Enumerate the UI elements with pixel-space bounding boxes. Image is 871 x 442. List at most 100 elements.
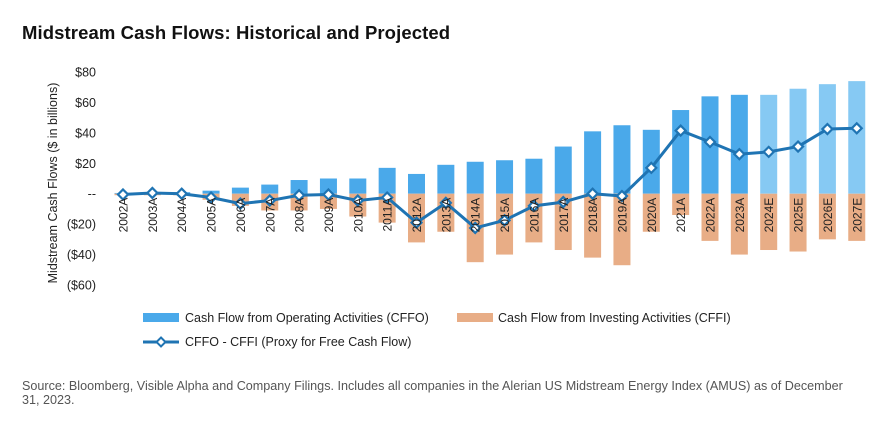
x-tick-label-2004A: 2004A [175,198,189,233]
source-note: Source: Bloomberg, Visible Alpha and Com… [22,379,843,407]
fcf-marker-2013A [439,196,453,210]
x-tick-label-2003A: 2003A [146,198,160,233]
fcf-marker-2007A [263,194,277,208]
bar-cffo-2017A [554,146,572,194]
x-tick-label-2020A: 2020A [645,198,659,233]
fcf-marker-2012A [409,216,424,230]
y-axis-label: Midstream Cash Flows ($ in billions) [46,83,60,284]
bar-cffo-2023A [730,94,748,194]
legend: Cash Flow from Operating Activities (CFF… [143,311,731,349]
bar-cffo-2018A [584,131,602,194]
bar-cffo-2027E [848,81,866,194]
x-tick-label-2019A: 2019A [615,198,629,233]
axis-layer: $80 $60 $40 $20 -- ($20) ($40) ($60) 2002A 2003A 2… [67,66,864,293]
fcf-marker-2008A [292,188,306,202]
bar-cffo-2008A [290,180,308,194]
fcf-marker-2014A [468,221,482,235]
x-tick-label-2015A: 2015A [498,198,512,233]
fcf-marker-2003A [145,186,159,200]
y-tick-label: ($40) [67,248,96,262]
bar-cffo-2026E [818,84,836,194]
fcf-marker-2026E [820,122,834,136]
bar-cffi-2018A [584,193,602,258]
bar-cffo-2012A [408,173,425,194]
x-tick-label-2014A: 2014A [469,198,483,233]
bar-cffo-2009A [319,178,337,194]
fcf-marker-2010A [351,194,365,208]
bar-cffo-2024E [760,94,778,194]
bar-cffi-2021A [672,193,690,216]
bar-cffi-2009A [319,193,337,209]
fcf-marker-2018A [586,187,600,201]
y-tick-label: ($60) [67,279,96,293]
fcf-marker-2002A [116,187,130,202]
fcf-marker-2025E [791,139,805,154]
bar-cffi-2023A [730,193,748,255]
x-tick-label-2006A: 2006A [234,198,248,233]
fcf-marker-2011A [380,190,394,205]
x-tick-label-2012A: 2012A [410,198,424,233]
y-tick-label: ($20) [67,218,96,232]
legend-swatch-cffo [143,313,179,322]
fcf-marker-2015A [497,213,512,227]
fcf-marker-2004A [175,187,189,201]
fcf-marker-2005A [204,190,218,205]
bar-cffo-2011A [378,167,396,194]
fcf-marker-2017A [556,195,570,209]
bar-cffi-2017A [554,193,572,251]
bar-cffi-2025E [789,193,807,252]
fcf-marker-2009A [321,187,336,202]
bar-cffo-2019A [613,125,631,194]
bar-cffo-2007A [261,184,279,194]
x-tick-label-2018A: 2018A [586,198,600,233]
bar-cffi-2020A [642,193,660,232]
bar-cffi-2022A [701,193,719,241]
x-tick-label-2026E: 2026E [821,198,835,233]
bar-cffi-2026E [818,193,836,240]
x-tick-label-2005A: 2005A [205,198,219,233]
bar-cffo-2014A [466,161,484,194]
y-tick-label: $20 [75,157,96,171]
y-tick-label: $80 [75,66,96,80]
bar-cffo-2016A [525,158,543,194]
legend-swatch-cffi [457,313,493,322]
fcf-marker-2020A [644,161,658,175]
bar-cffi-2024E [760,193,778,251]
line-layer [116,121,864,235]
fcf-marker-2024E [762,145,776,159]
bar-cffo-2010A [349,178,367,194]
bars-layer [114,81,866,266]
x-tick-label-2009A: 2009A [322,198,336,233]
x-tick-label-2023A: 2023A [733,198,747,233]
x-tick-label-2002A: 2002A [117,198,131,233]
bar-cffo-2006A [231,187,249,194]
fcf-marker-2006A [233,197,247,211]
legend-label-cffo: Cash Flow from Operating Activities (CFF… [185,311,429,325]
bar-cffo-2013A [437,164,455,194]
x-tick-label-2007A: 2007A [263,198,277,233]
x-tick-label-2010A: 2010A [351,198,365,233]
x-tick-label-2013A: 2013A [439,198,453,233]
bar-cffo-2021A [672,110,690,194]
y-tick-label: $60 [75,96,96,110]
y-tick-label: -- [88,187,96,201]
bar-cffi-2027E [848,193,866,241]
x-tick-label-2011A: 2011A [381,198,395,232]
fcf-marker-2023A [732,147,746,161]
fcf-marker-2021A [674,124,688,138]
bar-cffi-2008A [290,193,308,211]
fcf-marker-2016A [527,199,541,213]
x-tick-label-2021A: 2021A [674,198,688,233]
x-tick-label-2027E: 2027E [850,198,864,233]
x-tick-label-2008A: 2008A [293,198,307,233]
fcf-marker-2019A [615,189,629,203]
bar-cffi-2019A [613,193,631,266]
legend-label-line: CFFO - CFFI (Proxy for Free Cash Flow) [185,335,411,349]
chart-title: Midstream Cash Flows: Historical and Pro… [22,22,451,43]
fcf-marker-2027E [850,121,864,135]
x-tick-label-2024E: 2024E [762,198,776,233]
legend-label-cffi: Cash Flow from Investing Activities (CFF… [498,311,731,325]
x-tick-label-2017A: 2017A [557,198,571,233]
legend-line-marker [155,336,167,348]
